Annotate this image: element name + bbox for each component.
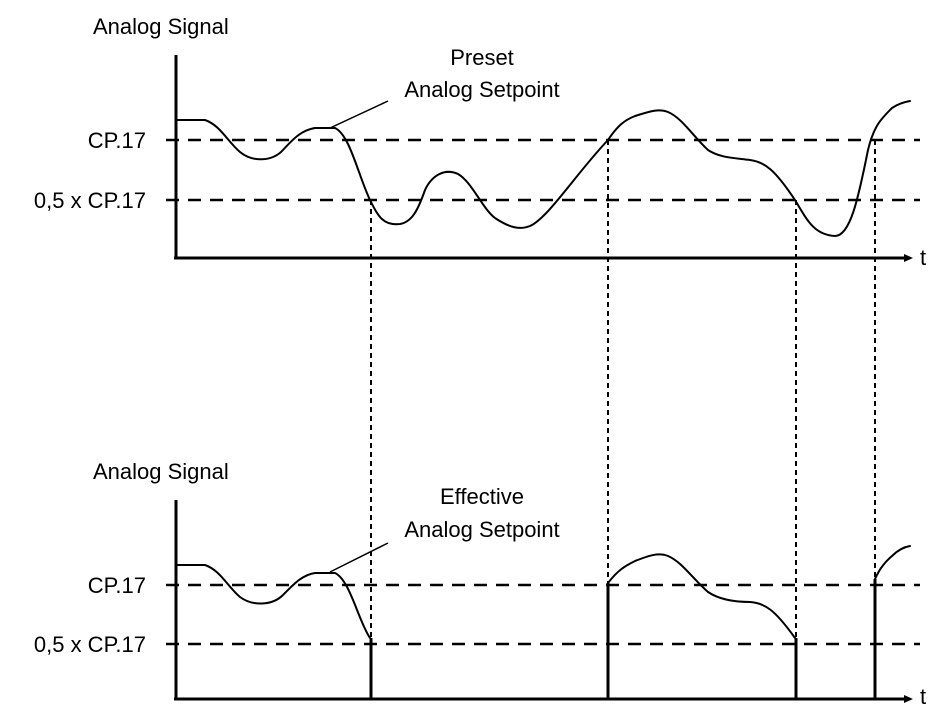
top-x-axis-label: t <box>920 245 926 270</box>
bottom-curve-label-line1: Effective <box>440 484 524 509</box>
top-curve-label-leader <box>329 100 389 129</box>
bottom-x-axis-arrow <box>904 695 913 703</box>
top-y-axis-label: Analog Signal <box>93 14 229 39</box>
vertical-connectors <box>370 140 876 640</box>
top-panel: Analog Signal t CP.17 0,5 x CP.17 Preset… <box>34 14 926 270</box>
bottom-y-axis-label: Analog Signal <box>93 459 229 484</box>
bottom-curve-label-leader <box>329 542 389 573</box>
top-curve-label-line1: Preset <box>450 45 514 70</box>
effective-setpoint-segment-3 <box>874 545 911 580</box>
top-x-axis-arrow <box>904 254 913 262</box>
effective-setpoint-segment-2 <box>607 553 796 639</box>
bottom-x-axis-label: t <box>920 684 926 704</box>
top-threshold-low-label: 0,5 x CP.17 <box>34 188 146 213</box>
bottom-threshold-high-label: CP.17 <box>88 573 146 598</box>
bottom-threshold-low-label: 0,5 x CP.17 <box>34 632 146 657</box>
bottom-panel: Analog Signal t CP.17 0,5 x CP.17 Effect… <box>34 459 926 704</box>
preset-setpoint-curve <box>175 100 911 237</box>
top-threshold-high-label: CP.17 <box>88 128 146 153</box>
bottom-curve-label-line2: Analog Setpoint <box>404 517 559 542</box>
top-curve-label-line2: Analog Setpoint <box>404 77 559 102</box>
effective-setpoint-segment-1 <box>175 564 371 639</box>
